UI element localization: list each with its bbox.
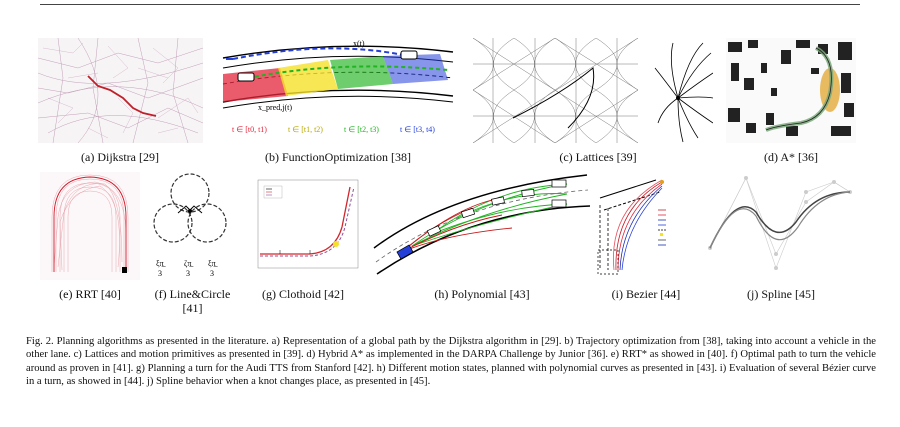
top-rule xyxy=(40,4,860,5)
lattices-diagram xyxy=(473,38,713,143)
caption-astar: (d) A* [36] xyxy=(764,150,818,164)
polynomial-diagram xyxy=(373,174,591,275)
panel-rrt xyxy=(40,172,140,280)
line-circle-diagram: ξπ̲ ζπ̲ ξπ̲ 3 3 3 xyxy=(153,173,227,278)
label-x-pred: x_pred,j(t) xyxy=(258,103,292,112)
caption-polynomial: (h) Polynomial [43] xyxy=(434,287,530,301)
interval-green: t ∈ [t2, t3) xyxy=(344,125,379,134)
svg-text:3: 3 xyxy=(186,269,190,278)
caption-line-circle-1: (f) Line&Circle xyxy=(154,287,231,301)
svg-text:3: 3 xyxy=(210,269,214,278)
panel-spline xyxy=(706,172,856,280)
bezier-diagram xyxy=(596,170,696,280)
astar-map-image xyxy=(726,38,856,143)
caption-bezier: (i) Bezier [44] xyxy=(611,287,681,301)
panel-bezier xyxy=(596,170,696,280)
figure-caption: Fig. 2. Planning algorithms as presented… xyxy=(26,336,876,388)
panel-line-circle: ξπ̲ ζπ̲ ξπ̲ 3 3 3 xyxy=(148,168,233,280)
panel-lattices xyxy=(473,38,713,143)
panel-astar xyxy=(726,38,856,143)
clothoid-plot xyxy=(257,179,359,269)
caption-clothoid: (g) Clothoid [42] xyxy=(262,287,344,301)
panel-function-optimization: x(t) x_pred,j(t) t ∈ [t0, t1) t ∈ [t1, t… xyxy=(218,34,458,144)
interval-yellow: t ∈ [t1, t2) xyxy=(288,125,323,134)
caption-lattices: (c) Lattices [39] xyxy=(559,150,637,164)
label-x-of-t: x(t) xyxy=(353,39,365,48)
svg-text:ζπ̲: ζπ̲ xyxy=(184,259,194,268)
caption-line-circle-2: [41] xyxy=(182,301,203,315)
caption-rrt: (e) RRT [40] xyxy=(59,287,121,301)
caption-dijkstra: (a) Dijkstra [29] xyxy=(81,150,159,164)
svg-text:3: 3 xyxy=(158,269,162,278)
caption-function-optimization: (b) FunctionOptimization [38] xyxy=(265,150,411,164)
panel-polynomial xyxy=(372,170,592,278)
svg-text:ξπ̲: ξπ̲ xyxy=(156,259,167,268)
rrt-diagram xyxy=(40,172,140,280)
svg-text:ξπ̲: ξπ̲ xyxy=(208,259,219,268)
caption-spline: (j) Spline [45] xyxy=(747,287,815,301)
angle-fractions: ξπ̲ ζπ̲ ξπ̲ 3 3 3 xyxy=(156,259,219,278)
dijkstra-map-image xyxy=(38,38,203,143)
panel-clothoid xyxy=(250,172,360,280)
function-optimization-diagram: x(t) x_pred,j(t) t ∈ [t0, t1) t ∈ [t1, t… xyxy=(222,39,454,134)
spline-diagram xyxy=(708,176,852,270)
interval-blue: t ∈ [t3, t4) xyxy=(400,125,435,134)
interval-red: t ∈ [t0, t1) xyxy=(232,125,267,134)
panel-dijkstra xyxy=(38,38,203,143)
